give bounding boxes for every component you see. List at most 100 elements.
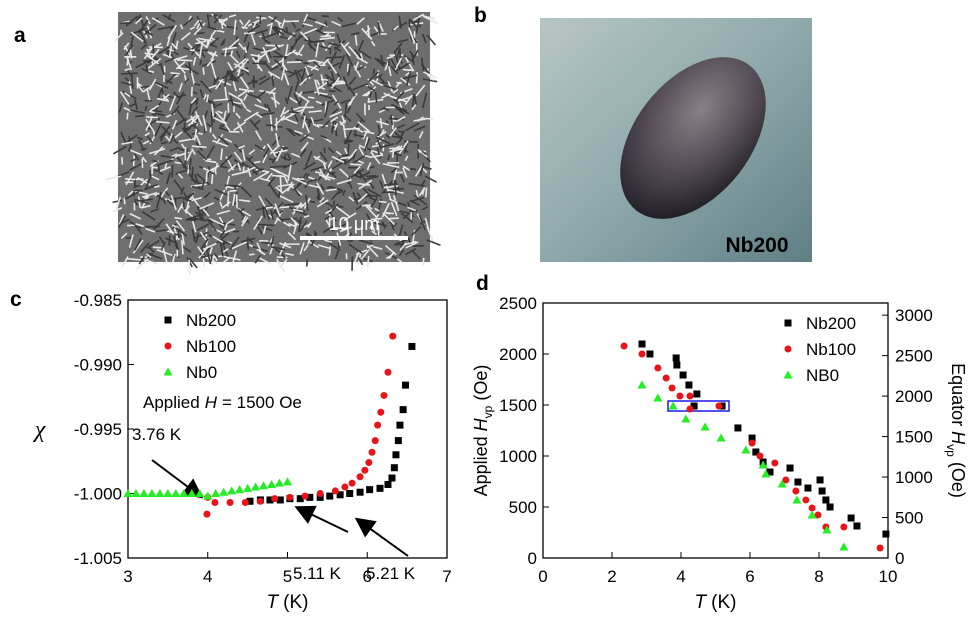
flake xyxy=(369,165,375,169)
flake xyxy=(307,73,314,78)
flake xyxy=(126,112,129,120)
flake xyxy=(182,17,194,27)
flake xyxy=(190,97,197,104)
flake xyxy=(394,106,405,115)
flake xyxy=(202,258,206,267)
flake xyxy=(177,173,184,179)
flake xyxy=(176,109,188,124)
flake xyxy=(338,205,344,208)
point xyxy=(227,486,237,495)
point xyxy=(822,525,832,534)
flake xyxy=(181,232,185,245)
flake xyxy=(400,212,414,224)
flake xyxy=(327,160,333,169)
flake xyxy=(166,199,175,207)
flake xyxy=(421,205,429,211)
flake xyxy=(171,164,174,178)
flake xyxy=(281,258,288,267)
flake xyxy=(353,165,361,174)
flake xyxy=(144,105,148,112)
point xyxy=(679,371,687,379)
flake xyxy=(420,179,426,188)
flake xyxy=(288,111,299,114)
flake xyxy=(188,157,193,170)
flake xyxy=(377,21,381,35)
annotation: 3.76 K xyxy=(132,425,182,444)
y2-tick-label: 1500 xyxy=(895,428,933,447)
flake xyxy=(167,24,178,40)
flake xyxy=(237,90,248,98)
legend-marker xyxy=(784,345,792,353)
flake xyxy=(303,244,309,252)
point xyxy=(782,476,790,484)
flake xyxy=(324,239,332,244)
flake xyxy=(184,148,189,165)
flake xyxy=(404,122,420,132)
flake xyxy=(276,217,291,228)
flake xyxy=(390,114,394,126)
flake xyxy=(293,220,297,228)
flake xyxy=(118,214,125,225)
flake xyxy=(272,92,277,108)
flake xyxy=(421,92,428,109)
label-part: (K) xyxy=(711,592,736,613)
flake xyxy=(426,239,441,246)
flake xyxy=(129,212,142,220)
flake xyxy=(120,232,128,240)
flake xyxy=(383,92,400,101)
point xyxy=(179,489,189,497)
flake xyxy=(281,112,296,121)
point xyxy=(331,487,339,495)
flake xyxy=(157,165,161,172)
point xyxy=(155,489,165,497)
flake xyxy=(168,45,173,58)
flake xyxy=(233,19,237,35)
point xyxy=(371,437,379,445)
flake xyxy=(302,22,313,27)
flake xyxy=(322,225,334,234)
flake xyxy=(343,147,348,155)
flake xyxy=(342,76,350,91)
flake xyxy=(254,29,269,35)
flake xyxy=(133,153,140,161)
flake xyxy=(209,36,220,47)
y-tick-label: -0.990 xyxy=(74,356,122,375)
arrow xyxy=(294,505,349,533)
label-part: vp xyxy=(944,444,958,457)
flake xyxy=(243,33,249,43)
flake xyxy=(254,144,266,152)
flake xyxy=(382,212,396,226)
flake xyxy=(393,98,400,105)
flake xyxy=(320,134,328,140)
flake xyxy=(374,73,383,80)
flake xyxy=(387,154,391,161)
flake xyxy=(279,195,294,204)
point xyxy=(715,402,723,410)
flake xyxy=(298,134,309,143)
y2-tick-label: 500 xyxy=(895,509,923,528)
flake xyxy=(299,31,309,41)
flake xyxy=(339,119,347,126)
flake xyxy=(358,239,374,245)
point xyxy=(374,421,382,429)
flake xyxy=(364,154,370,158)
flake xyxy=(369,213,380,230)
flake xyxy=(413,31,416,44)
flake xyxy=(376,139,382,150)
label-part: Applied xyxy=(143,393,200,412)
point xyxy=(818,487,826,495)
flake xyxy=(126,57,129,66)
flake xyxy=(313,60,321,68)
flake xyxy=(295,51,303,57)
flake xyxy=(415,72,418,84)
flake xyxy=(245,156,259,169)
flake xyxy=(212,235,224,243)
flake xyxy=(362,129,369,140)
flake xyxy=(275,186,284,195)
flake xyxy=(196,31,205,35)
flake xyxy=(393,180,398,196)
flake xyxy=(192,56,197,66)
flake xyxy=(278,190,281,199)
flake xyxy=(129,220,142,230)
flake xyxy=(185,114,198,124)
